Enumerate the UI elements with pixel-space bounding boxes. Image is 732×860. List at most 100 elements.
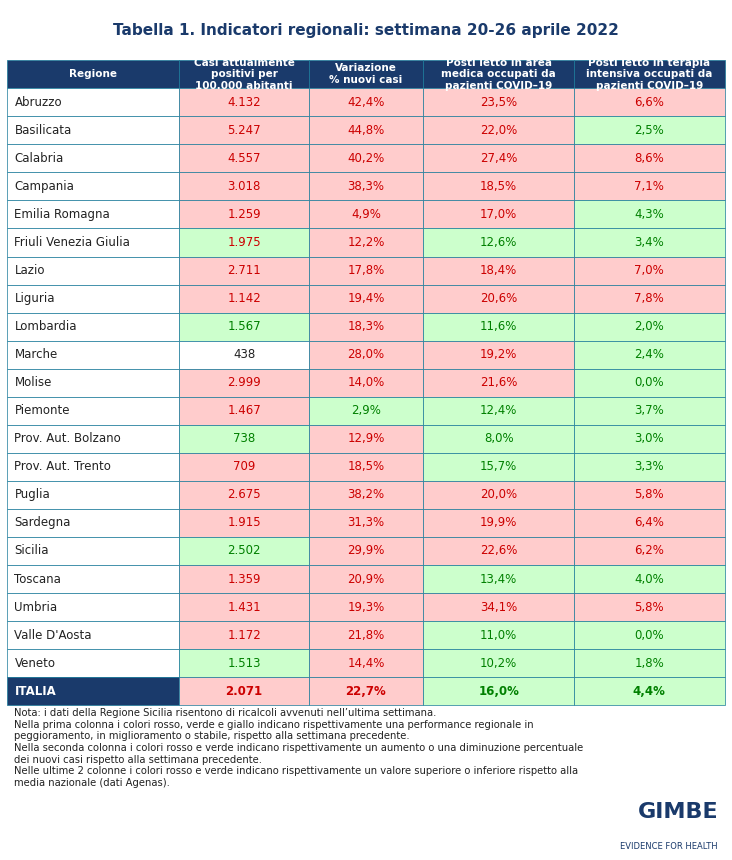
Text: 20,9%: 20,9% (348, 573, 384, 586)
FancyBboxPatch shape (574, 341, 725, 369)
Text: Calabria: Calabria (15, 152, 64, 165)
FancyBboxPatch shape (309, 172, 423, 200)
FancyBboxPatch shape (574, 369, 725, 396)
FancyBboxPatch shape (423, 200, 574, 229)
Text: 18,5%: 18,5% (480, 180, 518, 193)
Text: 19,3%: 19,3% (348, 600, 384, 613)
Text: 21,6%: 21,6% (480, 376, 518, 390)
Text: 1.172: 1.172 (227, 629, 261, 642)
Text: 19,9%: 19,9% (480, 516, 518, 530)
FancyBboxPatch shape (7, 312, 179, 341)
Text: 16,0%: 16,0% (478, 685, 519, 697)
Text: 1.359: 1.359 (228, 573, 261, 586)
FancyBboxPatch shape (423, 509, 574, 537)
Text: 4,0%: 4,0% (635, 573, 664, 586)
Text: 1.142: 1.142 (227, 292, 261, 305)
Text: EVIDENCE FOR HEALTH: EVIDENCE FOR HEALTH (621, 842, 718, 851)
Text: 22,6%: 22,6% (480, 544, 518, 557)
Text: 12,4%: 12,4% (480, 404, 518, 417)
FancyBboxPatch shape (309, 509, 423, 537)
FancyBboxPatch shape (179, 453, 309, 481)
Text: 3,4%: 3,4% (635, 236, 664, 249)
Text: Nota: i dati della Regione Sicilia risentono di ricalcoli avvenuti nell’ultima s: Nota: i dati della Regione Sicilia risen… (15, 708, 583, 788)
Text: 19,2%: 19,2% (480, 348, 518, 361)
Text: Variazione
% nuovi casi: Variazione % nuovi casi (329, 64, 403, 85)
FancyBboxPatch shape (179, 116, 309, 144)
FancyBboxPatch shape (309, 60, 423, 89)
FancyBboxPatch shape (423, 481, 574, 509)
Text: 2.675: 2.675 (227, 488, 261, 501)
Text: Liguria: Liguria (15, 292, 55, 305)
Text: 1.975: 1.975 (227, 236, 261, 249)
FancyBboxPatch shape (179, 60, 309, 89)
FancyBboxPatch shape (309, 200, 423, 229)
FancyBboxPatch shape (7, 200, 179, 229)
FancyBboxPatch shape (309, 144, 423, 172)
Text: Toscana: Toscana (15, 573, 61, 586)
Text: 7,8%: 7,8% (635, 292, 664, 305)
FancyBboxPatch shape (179, 285, 309, 312)
Text: Emilia Romagna: Emilia Romagna (15, 208, 111, 221)
FancyBboxPatch shape (309, 481, 423, 509)
FancyBboxPatch shape (309, 537, 423, 565)
Text: 12,9%: 12,9% (347, 433, 385, 445)
FancyBboxPatch shape (574, 621, 725, 649)
FancyBboxPatch shape (179, 677, 309, 705)
Text: 6,6%: 6,6% (635, 95, 665, 108)
FancyBboxPatch shape (7, 341, 179, 369)
Text: 11,0%: 11,0% (480, 629, 518, 642)
FancyBboxPatch shape (7, 565, 179, 593)
FancyBboxPatch shape (574, 396, 725, 425)
Text: 12,2%: 12,2% (347, 236, 385, 249)
Text: 1.259: 1.259 (227, 208, 261, 221)
FancyBboxPatch shape (7, 256, 179, 285)
Text: 1.915: 1.915 (227, 516, 261, 530)
Text: 18,4%: 18,4% (480, 264, 518, 277)
FancyBboxPatch shape (574, 60, 725, 89)
FancyBboxPatch shape (7, 509, 179, 537)
FancyBboxPatch shape (574, 509, 725, 537)
Text: Friuli Venezia Giulia: Friuli Venezia Giulia (15, 236, 130, 249)
FancyBboxPatch shape (7, 60, 179, 89)
FancyBboxPatch shape (423, 677, 574, 705)
Text: 4,4%: 4,4% (633, 685, 666, 697)
Text: Basilicata: Basilicata (15, 124, 72, 137)
FancyBboxPatch shape (423, 144, 574, 172)
FancyBboxPatch shape (309, 116, 423, 144)
FancyBboxPatch shape (309, 565, 423, 593)
Text: 31,3%: 31,3% (348, 516, 384, 530)
FancyBboxPatch shape (7, 396, 179, 425)
Text: GIMBE: GIMBE (638, 802, 718, 822)
FancyBboxPatch shape (179, 565, 309, 593)
Text: 11,6%: 11,6% (480, 320, 518, 333)
FancyBboxPatch shape (179, 621, 309, 649)
Text: 1.567: 1.567 (227, 320, 261, 333)
Text: 2.071: 2.071 (225, 685, 263, 697)
FancyBboxPatch shape (574, 144, 725, 172)
Text: Marche: Marche (15, 348, 58, 361)
Text: Campania: Campania (15, 180, 75, 193)
Text: 738: 738 (233, 433, 255, 445)
Text: 18,3%: 18,3% (348, 320, 384, 333)
Text: 28,0%: 28,0% (348, 348, 384, 361)
Text: 20,0%: 20,0% (480, 488, 518, 501)
FancyBboxPatch shape (179, 229, 309, 256)
Text: 6,4%: 6,4% (635, 516, 665, 530)
Text: 34,1%: 34,1% (480, 600, 518, 613)
Text: 38,3%: 38,3% (348, 180, 384, 193)
Text: 29,9%: 29,9% (347, 544, 385, 557)
Text: 2,0%: 2,0% (635, 320, 664, 333)
Text: 42,4%: 42,4% (347, 95, 385, 108)
FancyBboxPatch shape (423, 60, 574, 89)
FancyBboxPatch shape (7, 144, 179, 172)
FancyBboxPatch shape (7, 649, 179, 677)
FancyBboxPatch shape (309, 89, 423, 116)
Text: 23,5%: 23,5% (480, 95, 518, 108)
FancyBboxPatch shape (574, 481, 725, 509)
Text: 38,2%: 38,2% (348, 488, 384, 501)
FancyBboxPatch shape (309, 341, 423, 369)
FancyBboxPatch shape (423, 116, 574, 144)
Text: 18,5%: 18,5% (348, 460, 384, 473)
FancyBboxPatch shape (179, 537, 309, 565)
Text: Posti letto in terapia
intensiva occupati da
pazienti COVID–19: Posti letto in terapia intensiva occupat… (586, 58, 712, 91)
